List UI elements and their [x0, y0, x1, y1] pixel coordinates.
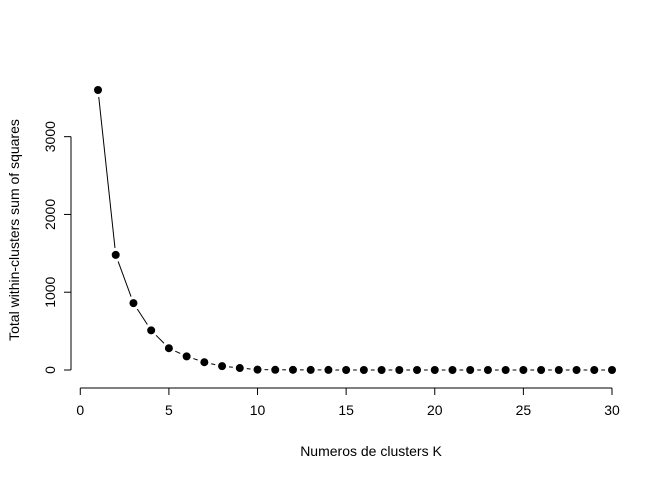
data-point: [466, 366, 475, 374]
series-segment: [211, 363, 216, 366]
data-point: [554, 366, 563, 374]
data-point: [147, 326, 156, 335]
x-axis-title: Numeros de clusters K: [300, 443, 442, 459]
data-point: [94, 86, 102, 94]
data-point: [501, 366, 510, 374]
data-point: [129, 299, 138, 308]
data-point: [359, 366, 368, 374]
x-axis: 0 5 10 15 20 25 30: [76, 387, 620, 418]
data-point: [218, 362, 227, 371]
y-tick-label: 3000: [42, 121, 58, 152]
x-tick-label: 30: [604, 402, 620, 418]
data-point: [182, 352, 191, 361]
data-point: [306, 365, 315, 374]
data-point: [164, 344, 173, 353]
data-point: [377, 366, 386, 374]
x-tick-label: 10: [250, 402, 266, 418]
data-point: [608, 366, 616, 374]
series-segment: [193, 358, 198, 361]
data-point: [271, 365, 280, 374]
y-tick-label: 0: [42, 366, 58, 374]
data-point: [288, 365, 297, 374]
y-tick-label: 2000: [42, 199, 58, 230]
data-point: [253, 365, 262, 374]
data-point: [430, 366, 439, 374]
data-point: [572, 366, 581, 374]
x-tick-label: 5: [165, 402, 173, 418]
series-segment: [136, 308, 148, 325]
x-tick-label: 0: [76, 402, 84, 418]
data-point: [537, 366, 546, 374]
data-point: [483, 366, 492, 374]
data-point: [448, 366, 457, 374]
x-tick-label: 15: [338, 402, 354, 418]
data-point: [413, 366, 422, 374]
y-axis-title: Total within-clusters sum of squares: [6, 119, 22, 341]
x-axis-ticks: 0 5 10 15 20 25 30: [76, 388, 620, 418]
y-axis: 0 1000 2000 3000: [42, 121, 72, 374]
y-axis-ticks: 0 1000 2000 3000: [42, 121, 71, 374]
series-segment: [175, 350, 181, 354]
data-point: [324, 365, 333, 374]
data-point: [200, 358, 209, 367]
data-point: [235, 364, 244, 373]
data-point: [519, 366, 528, 374]
series-segment: [117, 261, 132, 297]
series-segment: [98, 96, 116, 248]
x-tick-label: 25: [516, 402, 532, 418]
series-segment: [155, 334, 165, 344]
x-tick-label: 20: [427, 402, 443, 418]
wss-series: [94, 86, 616, 374]
y-tick-label: 1000: [42, 276, 58, 307]
data-point: [395, 366, 404, 374]
data-point: [111, 250, 120, 259]
data-point: [342, 366, 351, 374]
data-point: [590, 366, 599, 374]
